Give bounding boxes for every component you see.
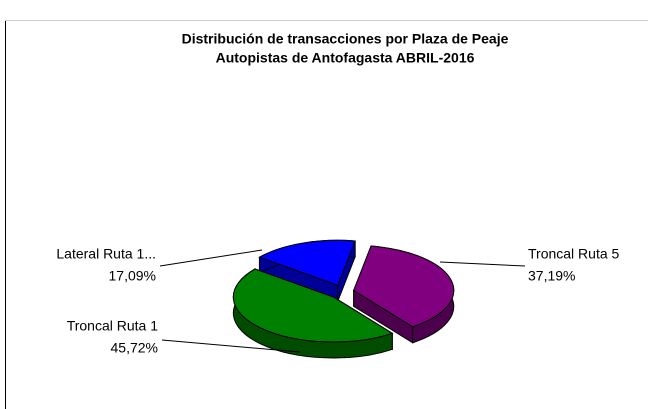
pie-slice bbox=[353, 245, 455, 328]
chart-subtitle: Autopistas de Antofagasta ABRIL-2016 bbox=[216, 50, 475, 66]
slice-value: 37,19% bbox=[528, 268, 575, 284]
leader-line bbox=[159, 249, 263, 267]
slice-label: Troncal Ruta 5 bbox=[528, 246, 620, 262]
leader-line bbox=[161, 339, 301, 353]
slice-label: Lateral Ruta 1... bbox=[56, 246, 156, 262]
slice-value: 45,72% bbox=[111, 340, 158, 356]
chart-title: Distribución de transacciones por Plaza … bbox=[182, 31, 509, 47]
pie-slice bbox=[258, 239, 356, 286]
pie-slice bbox=[232, 268, 394, 343]
slice-value: 17,09% bbox=[109, 268, 156, 284]
slice-label: Troncal Ruta 1 bbox=[67, 318, 159, 334]
leader-line bbox=[439, 261, 526, 267]
